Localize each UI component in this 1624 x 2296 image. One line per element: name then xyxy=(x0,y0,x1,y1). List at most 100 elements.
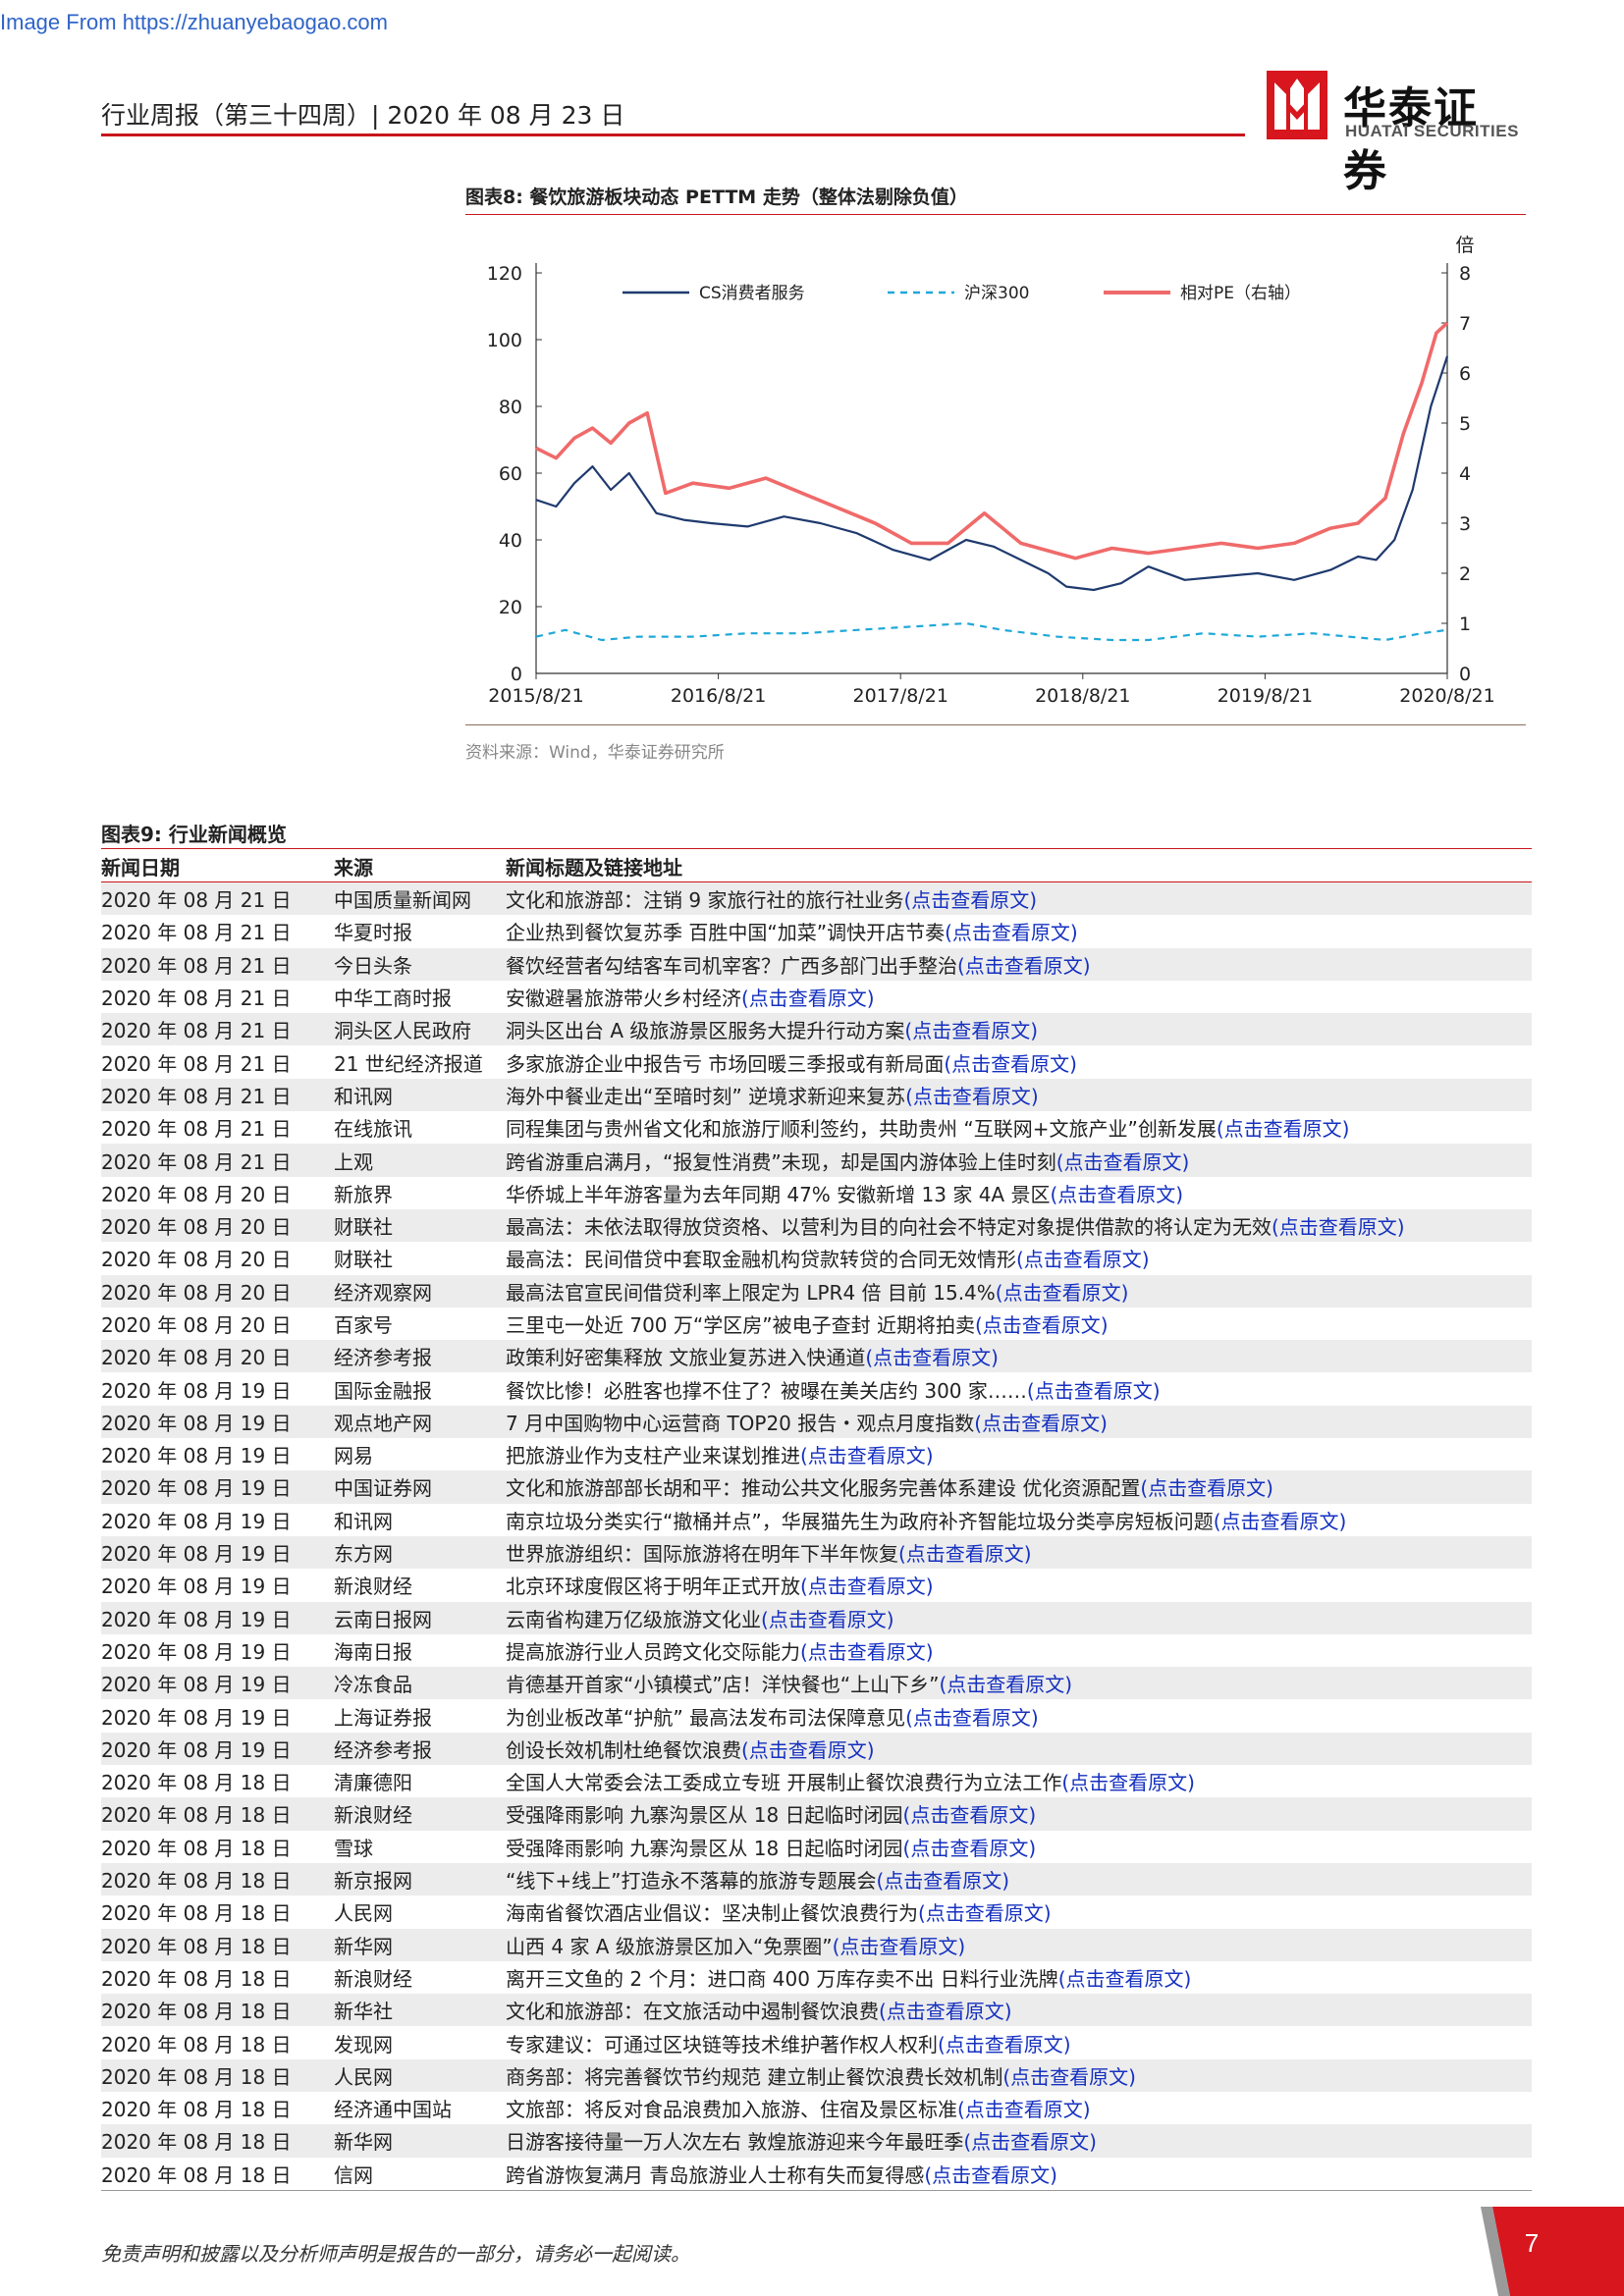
view-original-link[interactable]: (点击查看原文) xyxy=(924,2163,1057,2187)
news-date: 2020 年 08 月 19 日 xyxy=(101,1470,334,1504)
view-original-link[interactable]: (点击查看原文) xyxy=(1140,1476,1273,1501)
watermark-url: Image From https://zhuanyebaogao.com xyxy=(0,10,388,34)
table-row: 2020 年 08 月 18 日新浪财经 受强降雨影响 九寨沟景区从 18 日起临… xyxy=(101,1797,1532,1831)
news-headline-cell: “线下+线上”打造永不落幕的旅游专题展会(点击查看原文) xyxy=(506,1862,1532,1896)
table-row: 2020 年 08 月 19 日 国际金融报 餐饮比惨！必胜客也撑不住了？被曝在美关… xyxy=(101,1372,1532,1405)
view-original-link[interactable]: (点击查看原文) xyxy=(918,1901,1052,1926)
news-headline: 跨省游恢复满月 青岛旅游业人士称有失而复得感 xyxy=(506,2163,925,2187)
series-line-1 xyxy=(535,621,1448,642)
company-logo: 华泰证券 HUATAI SECURITIES xyxy=(1267,71,1522,196)
view-original-link[interactable]: (点击查看原文) xyxy=(865,1346,999,1370)
view-original-link[interactable]: (点击查看原文) xyxy=(898,1542,1032,1567)
view-original-link[interactable]: (点击查看原文) xyxy=(963,2130,1097,2155)
figure8-source: 资料来源：Wind，华泰证券研究所 xyxy=(465,743,725,763)
news-date: 2020 年 08 月 19 日 xyxy=(101,1639,292,1664)
view-original-link[interactable]: (点击查看原文) xyxy=(1056,1149,1190,1174)
view-original-link[interactable]: (点击查看原文) xyxy=(957,953,1091,978)
view-original-link[interactable]: (点击查看原文) xyxy=(974,1411,1108,1435)
news-headline: 南京垃圾分类实行“撤桶并点”，华展猫先生为政府补齐智能垃圾分类亭房短板问题 xyxy=(506,1509,1214,1533)
x-tick-label: 2018/8/21 xyxy=(1035,685,1130,707)
view-original-link[interactable]: (点击查看原文) xyxy=(938,2032,1071,2056)
news-headline-cell: 华侨城上半年游客量为去年同期 47% 安徽新增 13 家 4A 景区(点击查看原… xyxy=(506,1177,1532,1209)
table-row: 2020 年 08 月 18 日 雪球 受强降雨影响 九寨沟景区从 18 日起临时闭… xyxy=(101,1831,1532,1863)
news-headline-cell: 企业热到餐饮复苏季 百胜中国“加菜”调快开店节奏(点击查看原文) xyxy=(506,915,1532,947)
view-original-link[interactable]: (点击查看原文) xyxy=(879,2000,1012,2024)
view-original-link[interactable]: (点击查看原文) xyxy=(1026,1378,1161,1403)
table-row: 2020 年 08 月 19 日 新浪财经 北京环球度假区将于明年正式开放(点击查看… xyxy=(101,1569,1532,1601)
news-date: 2020 年 08 月 18 日 xyxy=(101,1797,334,1831)
series-line-0 xyxy=(535,355,1449,592)
view-original-link[interactable]: (点击查看原文) xyxy=(957,2098,1091,2122)
news-headline-cell: 海外中餐业走出“至暗时刻” 逆境求新迎来复苏(点击查看原文) xyxy=(506,1078,1532,1112)
news-headline: 最高法官宣民间借贷利率上限定为 LPR4 倍 目前 15.4% xyxy=(506,1280,996,1305)
news-headline-cell: 离开三文鱼的 2 个月：进口商 400 万库存卖不出 日料行业洗牌(点击查看原文… xyxy=(506,1961,1532,1994)
view-original-link[interactable]: (点击查看原文) xyxy=(974,1313,1109,1337)
view-original-link[interactable]: (点击查看原文) xyxy=(904,1019,1039,1043)
view-original-link[interactable]: (点击查看原文) xyxy=(800,1639,934,1664)
view-original-link[interactable]: (点击查看原文) xyxy=(761,1607,894,1631)
news-source: 冷冻食品 xyxy=(334,1667,506,1700)
view-original-link[interactable]: (点击查看原文) xyxy=(902,1836,1037,1860)
x-tick-label: 2019/8/21 xyxy=(1218,685,1313,707)
table-row: 2020 年 08 月 20 日经济参考报 政策利好密集释放 文旅业复苏进入快通道… xyxy=(101,1340,1532,1373)
view-original-link[interactable]: (点击查看原文) xyxy=(939,1673,1073,1697)
news-headline: 全国人大常委会法工委成立专班 开展制止餐饮浪费行为立法工作 xyxy=(506,1771,1062,1795)
table-row: 2020 年 08 月 19 日 网易 把旅游业作为支柱产业来谋划推进(点击查看原文… xyxy=(101,1438,1532,1470)
news-date: 2020 年 08 月 21 日 xyxy=(101,1144,334,1177)
news-headline-cell: 受强降雨影响 九寨沟景区从 18 日起临时闭园(点击查看原文) xyxy=(506,1797,1532,1831)
news-source: 中国质量新闻网 xyxy=(334,881,506,916)
view-original-link[interactable]: (点击查看原文) xyxy=(902,1803,1037,1828)
news-headline: 北京环球度假区将于明年正式开放 xyxy=(506,1575,800,1599)
news-headline: 为创业板改革“护航” 最高法发布司法保障意见 xyxy=(506,1705,906,1730)
view-original-link[interactable]: (点击查看原文) xyxy=(1272,1215,1405,1240)
table-row: 2020 年 08 月 21 日 华夏时报 企业热到餐饮复苏季 百胜中国“加菜”调快… xyxy=(101,915,1532,947)
news-source: 海南日报 xyxy=(334,1639,412,1664)
view-original-link[interactable]: (点击查看原文) xyxy=(945,921,1078,945)
y-left-tick-label: 120 xyxy=(487,263,522,285)
view-original-link[interactable]: (点击查看原文) xyxy=(905,1084,1039,1108)
view-original-link[interactable]: (点击查看原文) xyxy=(905,1705,1039,1730)
view-original-link[interactable]: (点击查看原文) xyxy=(1050,1182,1184,1206)
view-original-link[interactable]: (点击查看原文) xyxy=(1216,1117,1350,1142)
news-source: 发现网 xyxy=(334,2032,393,2056)
table-row: 2020 年 08 月 21 日 中华工商时报 安徽避暑旅游带火乡村经济(点击查看原… xyxy=(101,981,1532,1013)
news-source: 中华工商时报 xyxy=(334,987,452,1011)
view-original-link[interactable]: (点击查看原文) xyxy=(1002,2064,1136,2089)
view-original-link[interactable]: (点击查看原文) xyxy=(800,1575,934,1599)
x-tick-label: 2016/8/21 xyxy=(671,685,766,707)
news-table: 新闻日期 来源 新闻标题及链接地址 2020 年 08 月 21 日中国质量新闻… xyxy=(101,851,1532,2191)
view-original-link[interactable]: (点击查看原文) xyxy=(903,888,1038,913)
news-source: 和讯网 xyxy=(334,1078,506,1112)
table-row: 2020 年 08 月 18 日人民网 商务部：将完善餐饮节约规范 建立制止餐饮浪… xyxy=(101,2058,1532,2092)
view-original-link[interactable]: (点击查看原文) xyxy=(1057,1966,1192,1991)
view-original-link[interactable]: (点击查看原文) xyxy=(832,1934,966,1958)
news-date: 2020 年 08 月 19 日 xyxy=(101,1405,334,1439)
view-original-link[interactable]: (点击查看原文) xyxy=(741,1737,875,1762)
table-row: 2020 年 08 月 20 日经济观察网 最高法官宣民间借贷利率上限定为 LPR… xyxy=(101,1274,1532,1308)
news-headline-cell: 餐饮经营者勾结客车司机宰客？广西多部门出手整治(点击查看原文) xyxy=(506,947,1532,981)
view-original-link[interactable]: (点击查看原文) xyxy=(1061,1771,1195,1795)
news-headline: 多家旅游企业中报告亏 市场回暖三季报或有新局面 xyxy=(506,1051,945,1076)
news-headline-cell: 多家旅游企业中报告亏 市场回暖三季报或有新局面(点击查看原文) xyxy=(506,1045,1532,1078)
view-original-link[interactable]: (点击查看原文) xyxy=(876,1869,1010,1894)
news-date: 2020 年 08 月 20 日 xyxy=(101,1248,292,1272)
view-original-link[interactable]: (点击查看原文) xyxy=(1016,1248,1150,1272)
view-original-link[interactable]: (点击查看原文) xyxy=(741,987,875,1011)
col-header-date: 新闻日期 xyxy=(101,851,334,882)
view-original-link[interactable]: (点击查看原文) xyxy=(1213,1509,1347,1533)
news-source: 经济参考报 xyxy=(334,1732,506,1766)
news-source: 云南日报网 xyxy=(334,1601,506,1634)
news-date: 2020 年 08 月 19 日 xyxy=(101,1601,334,1634)
news-headline-cell: 7 月中国购物中心运营商 TOP20 报告・观点月度指数(点击查看原文) xyxy=(506,1405,1532,1439)
news-headline: 专家建议：可通过区块链等技术维护著作权人权利 xyxy=(506,2032,938,2056)
view-original-link[interactable]: (点击查看原文) xyxy=(995,1280,1129,1305)
header-divider xyxy=(101,133,1245,136)
news-headline-cell: 文旅部：将反对食品浪费加入旅游、住宿及景区标准(点击查看原文) xyxy=(506,2092,1532,2124)
view-original-link[interactable]: (点击查看原文) xyxy=(944,1051,1077,1076)
news-headline: 同程集团与贵州省文化和旅游厅顺利签约，共助贵州 “互联网+文旅产业”创新发展 xyxy=(506,1117,1217,1142)
news-source: 中国证券网 xyxy=(334,1470,506,1504)
news-headline-cell: 世界旅游组织：国际旅游将在明年下半年恢复(点击查看原文) xyxy=(506,1535,1532,1570)
view-original-link[interactable]: (点击查看原文) xyxy=(800,1444,934,1468)
table-row: 2020 年 08 月 21 日今日头条 餐饮经营者勾结客车司机宰客？广西多部门出… xyxy=(101,947,1532,981)
news-headline-cell: 商务部：将完善餐饮节约规范 建立制止餐饮浪费长效机制(点击查看原文) xyxy=(506,2058,1532,2092)
